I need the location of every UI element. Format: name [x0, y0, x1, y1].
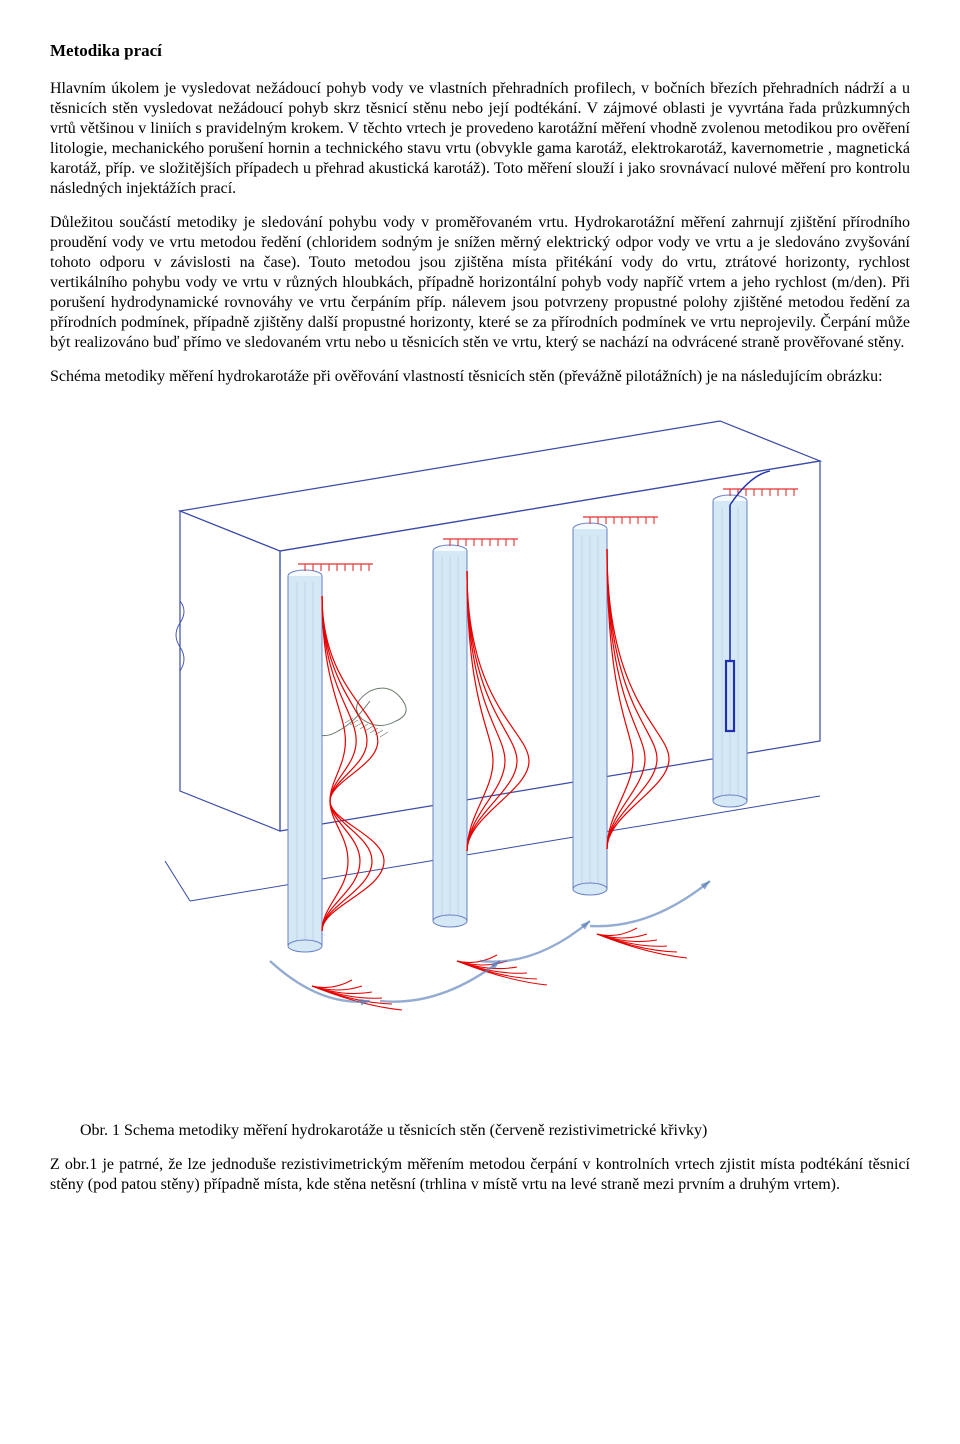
hydro-logging-diagram	[120, 401, 840, 1101]
section-heading: Metodika prací	[50, 40, 910, 61]
figure-1	[50, 401, 910, 1101]
figure-1-caption: Obr. 1 Schema metodiky měření hydrokarot…	[80, 1121, 910, 1141]
paragraph-3: Schéma metodiky měření hydrokarotáže při…	[50, 367, 910, 387]
paragraph-1: Hlavním úkolem je vysledovat nežádoucí p…	[50, 79, 910, 199]
paragraph-4: Z obr.1 je patrné, že lze jednoduše rezi…	[50, 1155, 910, 1195]
paragraph-2: Důležitou součástí metodiky je sledování…	[50, 213, 910, 353]
